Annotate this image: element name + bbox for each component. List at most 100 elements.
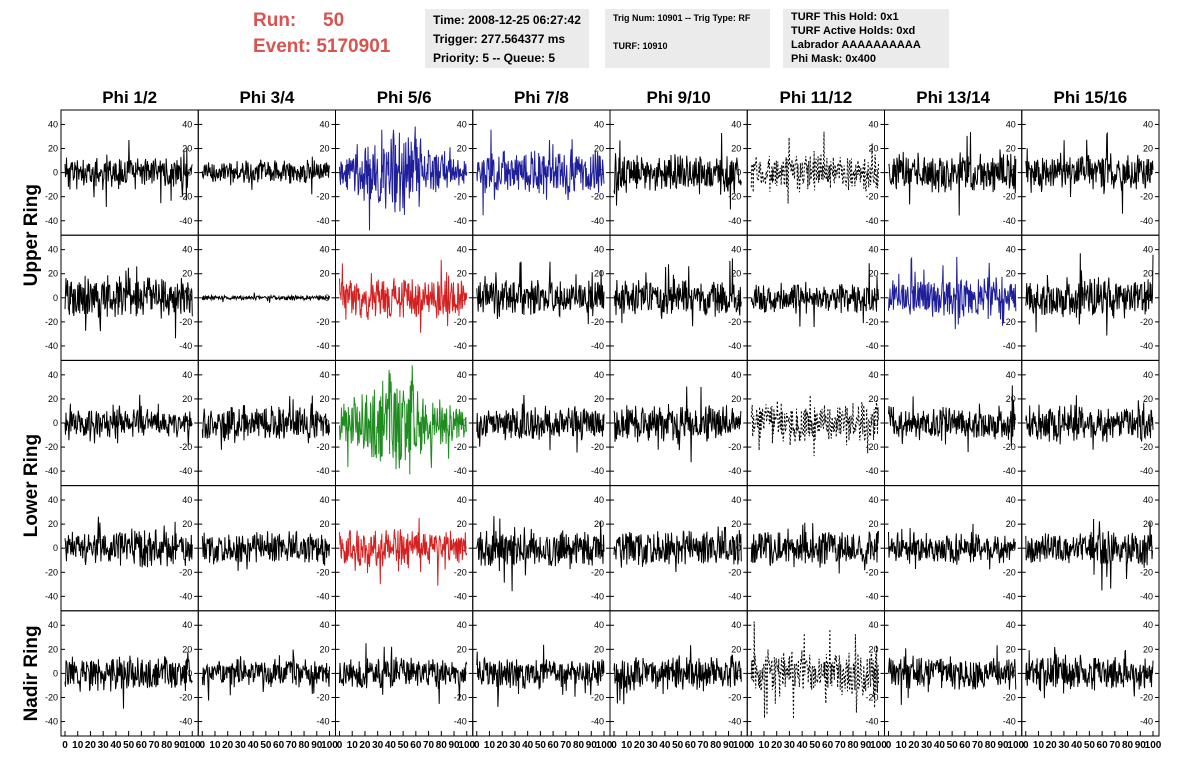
x-tick-label: 70 [149, 740, 161, 751]
x-tick-label: 50 [398, 740, 410, 751]
turf-info-box: TURF This Hold: 0x1 TURF Active Holds: 0… [783, 9, 949, 68]
x-tick-label: 10 [1033, 740, 1045, 751]
y-tick-label: -20 [1140, 567, 1153, 577]
y-tick-label: 20 [319, 644, 329, 654]
x-tick-label: 40 [522, 740, 534, 751]
x-tick-label: 40 [385, 740, 397, 751]
y-tick-label: -40 [45, 591, 58, 601]
y-tick-label: 20 [594, 519, 604, 529]
x-tick-label: 90 [723, 740, 735, 751]
y-tick-label: -20 [45, 442, 58, 452]
y-tick-label: 20 [731, 394, 741, 404]
y-tick-label: -40 [728, 717, 741, 727]
y-tick-label: -20 [316, 317, 329, 327]
y-tick-label: -40 [591, 717, 604, 727]
y-tick-label: -20 [591, 567, 604, 577]
y-tick-label: -20 [316, 442, 329, 452]
y-tick-label: 40 [731, 620, 741, 630]
waveform-trace [750, 395, 879, 457]
y-tick-label: 0 [53, 668, 58, 678]
y-tick-label: 0 [53, 543, 58, 553]
x-tick-label: 0 [886, 740, 892, 751]
x-tick-label: 20 [771, 740, 783, 751]
y-tick-label: 0 [53, 168, 58, 178]
y-tick-label: -40 [454, 717, 467, 727]
y-tick-label: 40 [868, 620, 878, 630]
waveform-trace [888, 256, 1017, 330]
x-tick-label: 80 [710, 740, 722, 751]
y-tick-label: -40 [316, 591, 329, 601]
y-tick-label: 40 [319, 245, 329, 255]
x-tick-label: 90 [448, 740, 460, 751]
y-tick-label: 20 [457, 269, 467, 279]
y-tick-label: -20 [1003, 692, 1016, 702]
y-tick-label: 40 [1006, 495, 1016, 505]
x-tick-label: 50 [809, 740, 821, 751]
y-tick-label: 0 [873, 293, 878, 303]
y-tick-label: 20 [182, 644, 192, 654]
x-tick-label: 60 [410, 740, 422, 751]
y-tick-label: -20 [728, 442, 741, 452]
y-tick-label: 40 [731, 370, 741, 380]
y-tick-label: 20 [48, 269, 58, 279]
phi-mask-text: Phi Mask: 0x400 [791, 53, 876, 65]
y-tick-label: 20 [868, 269, 878, 279]
y-tick-label: -40 [454, 216, 467, 226]
y-tick-label: -20 [1140, 192, 1153, 202]
x-tick-label: 10 [209, 740, 221, 751]
y-tick-label: -40 [591, 216, 604, 226]
x-tick-label: 10 [896, 740, 908, 751]
trigger-text: Trigger: 277.564377 ms [433, 32, 566, 46]
y-tick-label: 40 [1006, 119, 1016, 129]
waveform-trace [64, 139, 193, 208]
y-tick-label: 40 [457, 245, 467, 255]
x-tick-label: 50 [535, 740, 547, 751]
x-tick-label: 40 [797, 740, 809, 751]
x-tick-label: 80 [1122, 740, 1134, 751]
y-tick-label: -40 [45, 466, 58, 476]
y-tick-label: 40 [319, 370, 329, 380]
y-tick-label: 20 [319, 269, 329, 279]
y-tick-label: -40 [865, 216, 878, 226]
y-tick-label: 20 [594, 144, 604, 154]
x-tick-label: 0 [748, 740, 754, 751]
y-tick-label: 40 [457, 119, 467, 129]
y-tick-label: -20 [316, 192, 329, 202]
x-tick-label: 90 [860, 740, 872, 751]
y-tick-label: -40 [179, 216, 192, 226]
column-title: Phi 3/4 [239, 88, 294, 107]
y-tick-label: 40 [48, 370, 58, 380]
y-tick-label: -40 [728, 466, 741, 476]
waveform-trace [201, 395, 330, 450]
trig-info-box: Trig Num: 10901 -- Trig Type: RF TURF: 1… [605, 9, 770, 68]
column-title: Phi 13/14 [916, 88, 990, 107]
x-tick-label: 20 [1046, 740, 1058, 751]
waveform-trace [1025, 646, 1154, 699]
waveform-trace [613, 258, 742, 327]
y-tick-label: 20 [868, 519, 878, 529]
y-tick-label: 40 [182, 620, 192, 630]
y-tick-label: 20 [1143, 644, 1153, 654]
waveform-trace [339, 259, 468, 333]
y-tick-label: 40 [594, 119, 604, 129]
waveform-trace [339, 365, 468, 475]
x-tick-label: 90 [311, 740, 323, 751]
y-tick-label: 20 [48, 394, 58, 404]
x-tick-label: 20 [359, 740, 371, 751]
x-tick-label: 0 [474, 740, 480, 751]
x-tick-label: 0 [337, 740, 343, 751]
y-tick-label: 0 [599, 418, 604, 428]
y-tick-label: 40 [48, 245, 58, 255]
y-tick-label: -20 [45, 192, 58, 202]
x-tick-label: 0 [1023, 740, 1029, 751]
y-tick-label: 0 [736, 668, 741, 678]
y-tick-label: 40 [48, 119, 58, 129]
